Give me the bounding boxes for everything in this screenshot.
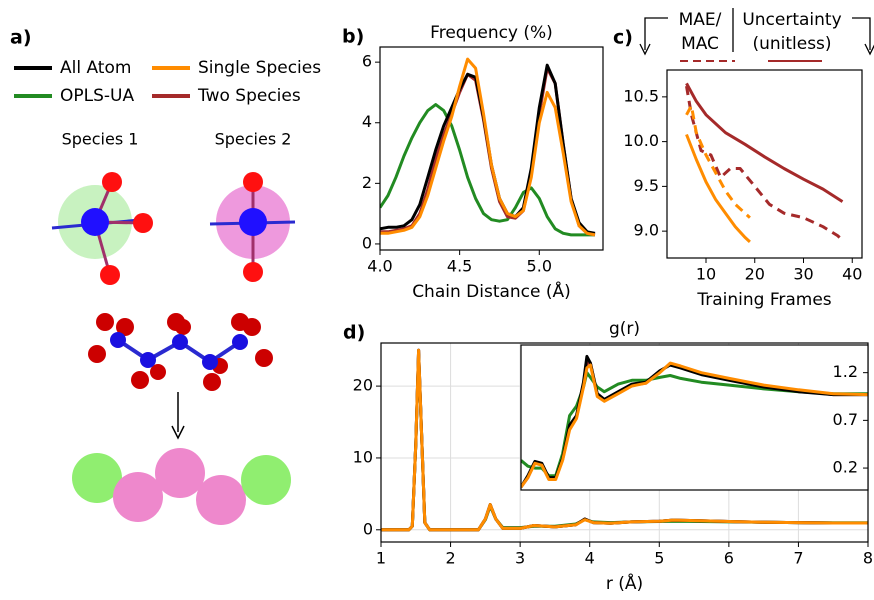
coarse-grained-diagram xyxy=(72,448,291,525)
arrow xyxy=(172,392,184,438)
x-tick-label: 30 xyxy=(793,265,813,284)
x-tick-label: 1 xyxy=(376,549,386,568)
x-tick-label: 10 xyxy=(696,265,716,284)
y-tick-label: 20 xyxy=(353,376,373,395)
y-tick-label: 2 xyxy=(362,173,372,192)
y-tick-label: 9.5 xyxy=(634,176,659,195)
legend-label: OPLS-UA xyxy=(60,86,134,106)
species-label: Species 1 xyxy=(62,130,139,149)
x-tick-label: 4.0 xyxy=(367,257,392,276)
y-tick-label: 6 xyxy=(362,52,372,71)
y-tick-label: 1.2 xyxy=(833,362,858,381)
header-label: (unitless) xyxy=(752,34,831,54)
figure: a) Species 1 Species 2 4.0 4.5 5.0 0 2 4 6 Freq… xyxy=(0,0,874,596)
legend-label: All Atom xyxy=(60,58,131,78)
x-tick-label: 40 xyxy=(842,265,862,284)
legend-label: Single Species xyxy=(198,58,321,78)
molecule-diagram xyxy=(88,313,273,391)
chart-panel: 10 20 30 40 9.0 9.5 10.0 10.5 Training Frames c) M… xyxy=(613,10,862,310)
x-tick-label: 2 xyxy=(445,549,455,568)
x-tick-label: 3 xyxy=(515,549,525,568)
panel-label: a) xyxy=(10,27,32,49)
y-tick-label: 0.7 xyxy=(833,410,858,429)
chart-title: g(r) xyxy=(609,319,640,339)
header-label: MAE/ xyxy=(679,10,722,30)
x-axis-label: Chain Distance (Å) xyxy=(412,280,571,302)
y-tick-label: 0 xyxy=(362,233,372,252)
x-tick-label: 8 xyxy=(863,549,873,568)
chart-title: Frequency (%) xyxy=(430,23,553,43)
x-tick-label: 5.0 xyxy=(527,257,552,276)
y-tick-label: 0.2 xyxy=(833,458,858,477)
y-tick-label: 10 xyxy=(353,447,373,466)
x-tick-label: 20 xyxy=(745,265,765,284)
y-tick-label: 4 xyxy=(362,112,372,131)
species-label: Species 2 xyxy=(215,130,292,149)
header-label: MAC xyxy=(681,34,719,54)
chart-panel: 0.2 0.7 1.2 xyxy=(521,345,868,490)
species-1-diagram xyxy=(52,172,153,285)
y-tick-label: 10.0 xyxy=(623,131,659,150)
x-axis-label: r (Å) xyxy=(606,572,643,594)
panel-label: d) xyxy=(343,322,365,344)
x-axis-label: Training Frames xyxy=(696,290,831,310)
x-tick-label: 4 xyxy=(585,549,595,568)
x-tick-label: 7 xyxy=(793,549,803,568)
y-tick-label: 0 xyxy=(363,519,373,538)
legend-label: Two Species xyxy=(197,86,301,106)
x-tick-label: 5 xyxy=(654,549,664,568)
chart-panel: 4.0 4.5 5.0 0 2 4 6 Frequency (%) Chain Distance… xyxy=(342,23,603,302)
y-tick-label: 9.0 xyxy=(634,221,659,240)
species-2-diagram xyxy=(210,172,295,282)
x-tick-label: 4.5 xyxy=(447,257,472,276)
y-tick-label: 10.5 xyxy=(623,86,659,105)
header-label: Uncertainty xyxy=(742,10,841,30)
x-tick-label: 6 xyxy=(724,549,734,568)
panel-label: b) xyxy=(342,26,364,48)
panel-label: c) xyxy=(613,27,633,49)
plot-area xyxy=(521,345,868,490)
